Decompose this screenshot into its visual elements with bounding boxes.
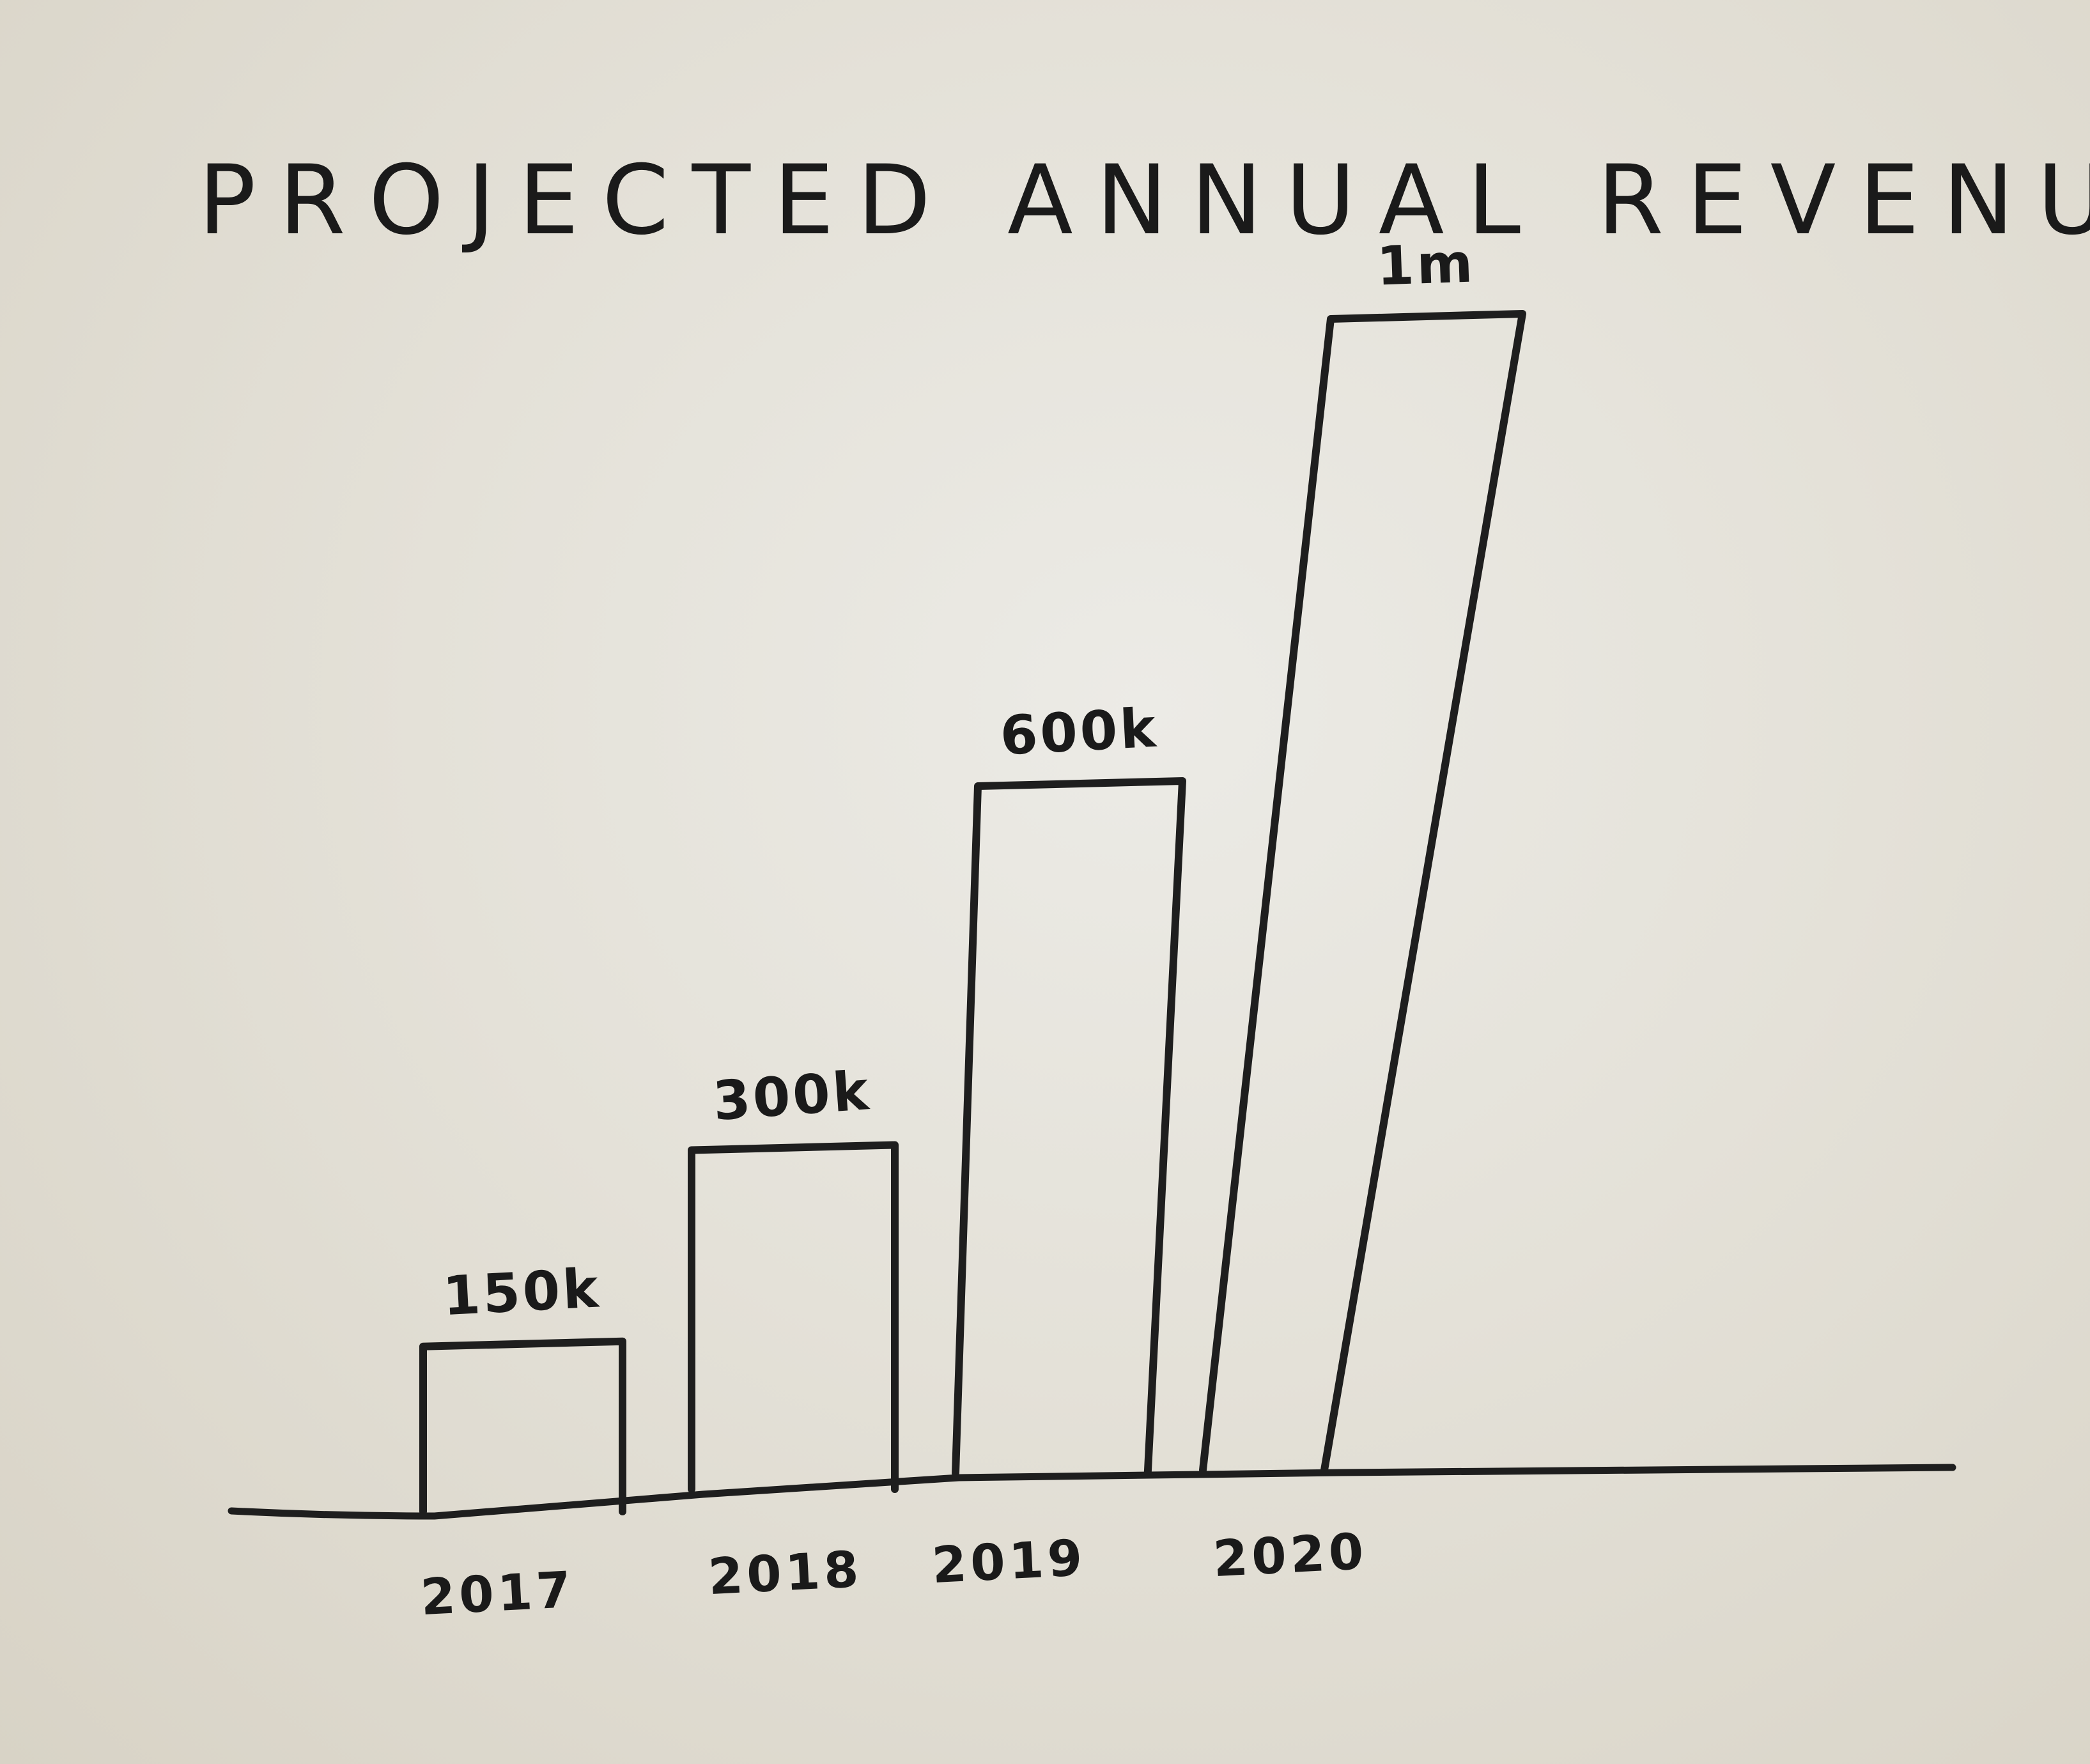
tick-labels-layer: 2017 2018 2019 2020 [419,1523,1368,1627]
value-label-2020: 1m [1375,231,1476,297]
value-label-2019: 600k [998,697,1159,768]
bar-2017 [419,1337,626,1515]
bar-2018 [688,1141,899,1493]
x-tick-label-2019: 2019 [931,1529,1087,1595]
bar-2019 [952,777,1186,1477]
chart-title: PROJECTED ANNUAL REVENUE [198,145,2090,256]
value-labels-layer: 150k 300k 600k 1m [441,231,1476,1327]
bars-layer [419,310,1526,1515]
value-label-2017: 150k [441,1257,602,1327]
x-tick-label-2020: 2020 [1212,1523,1368,1588]
x-tick-label-2017: 2017 [419,1561,576,1627]
x-tick-label-2018: 2018 [707,1541,863,1606]
value-label-2018: 300k [711,1059,872,1133]
x-axis [228,1464,1956,1520]
bar-2020 [1199,310,1526,1474]
